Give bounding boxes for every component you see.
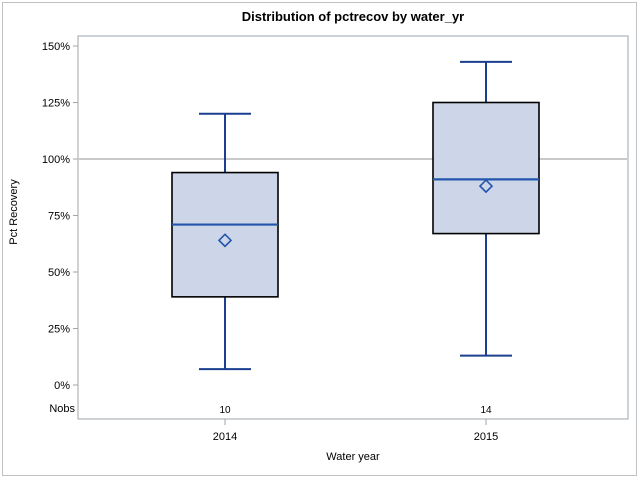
chart-title: Distribution of pctrecov by water_yr [241,9,465,24]
mean-diamond-2015 [478,178,494,194]
x-tick-label-2015: 2015 [474,431,498,443]
x-tick-label-2014: 2014 [213,431,237,443]
y-tick-label: 0% [54,380,70,392]
plot-frame [77,35,629,420]
x-axis-title: Water year [326,451,380,463]
y-tick-label: 150% [42,41,70,53]
nobs-value-2014: 10 [219,405,231,416]
y-tick-label: 100% [42,154,70,166]
y-tick-label: 25% [48,324,70,336]
y-tick-label: 50% [48,267,70,279]
mean-diamond-2014 [217,233,233,248]
nobs-value-2015: 14 [480,405,492,416]
y-tick-label: 75% [48,211,70,223]
iqr-box-2015 [432,101,540,235]
y-tick-label: 125% [42,98,70,110]
nobs-row-label: Nobs [49,403,75,415]
